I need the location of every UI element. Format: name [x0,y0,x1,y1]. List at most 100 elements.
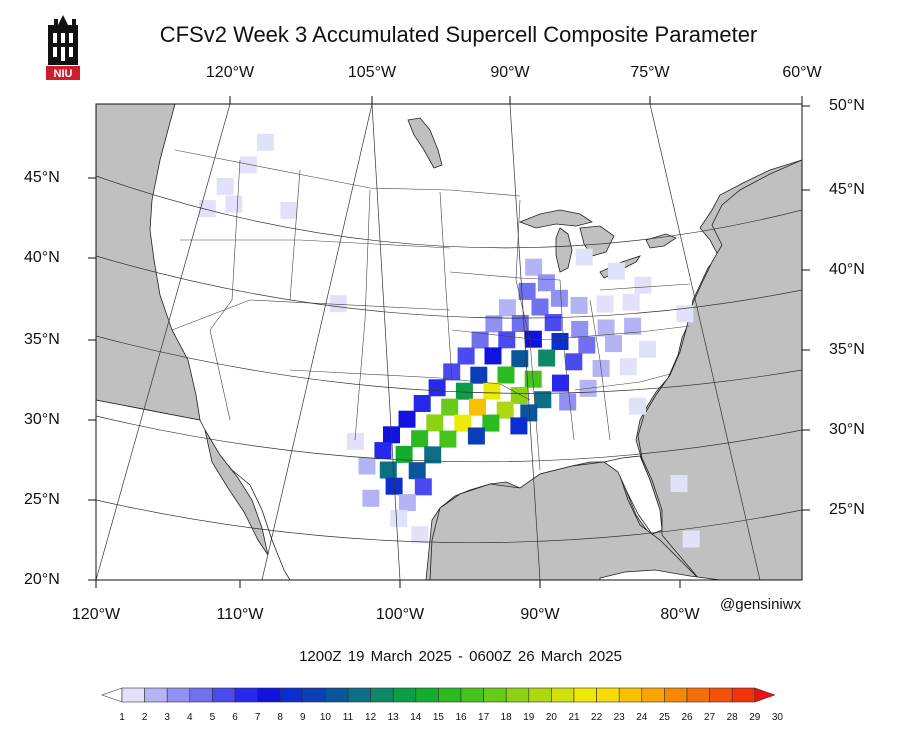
scp-cell [456,383,473,400]
left-lat-label: 30°N [24,411,60,429]
colorbar-tick-label: 28 [727,712,738,723]
scp-cell [468,428,485,445]
scp-cell [411,430,428,447]
colorbar-tick-label: 7 [255,712,261,723]
scp-cell [608,263,625,280]
colorbar-tick-label: 21 [568,712,579,723]
scp-cell [620,358,637,375]
colorbar-swatch [506,688,529,702]
colorbar-tick-label: 11 [343,712,353,723]
colorbar-tick-label: 17 [478,712,489,723]
scp-cell [380,462,397,479]
colorbar-swatch [303,688,326,702]
bottom-lon-label: 80°W [660,606,699,624]
colorbar-tick-label: 8 [277,712,283,723]
scp-cell [605,335,622,352]
colorbar-swatch [529,688,552,702]
left-lat-label: 25°N [24,491,60,509]
colorbar-swatch [619,688,642,702]
top-lon-label: 120°W [206,64,254,82]
right-lat-label: 35°N [829,341,865,359]
scp-cell [240,156,257,173]
scp-cell [483,383,500,400]
left-lat-label: 35°N [24,331,60,349]
colorbar-swatch [484,688,507,702]
colorbar-tick-label: 25 [659,712,670,723]
scp-cell [498,331,515,348]
scp-cell [498,367,515,384]
colorbar-tick-label: 12 [365,712,376,723]
colorbar-swatch [710,688,733,702]
scp-cell [458,348,475,365]
colorbar-swatch [212,688,235,702]
scp-cell [469,399,486,416]
scp-cell [359,458,376,475]
bottom-lon-label: 110°W [216,606,263,624]
top-lon-label: 60°W [782,64,821,82]
author-credit: @gensiniwx [720,596,801,613]
right-lat-label: 45°N [829,181,865,199]
scp-cell [257,134,274,151]
scp-cell [559,394,576,411]
scp-cell [565,353,582,370]
scp-cell [390,510,407,527]
bottom-lon-label: 120°W [72,606,120,624]
colorbar-tick-label: 14 [410,712,421,723]
scp-cell [578,337,595,354]
scp-cell [374,442,391,459]
scp-cell [485,347,502,364]
top-lon-label: 75°W [630,64,669,82]
colorbar-tick-label: 23 [614,712,625,723]
colorbar-tick-label: 3 [164,712,170,723]
colorbar-swatch [687,688,710,702]
scp-cell [414,395,431,412]
colorbar-tick-label: 10 [320,712,331,723]
colorbar-swatch [461,688,484,702]
scp-cell [629,398,646,415]
scp-cell [499,299,516,316]
scp-cell [671,475,688,492]
colorbar-tick-label: 19 [523,712,534,723]
colorbar-tick-label: 30 [772,712,783,723]
colorbar-max-arrow [755,688,775,702]
scp-cell [199,200,216,217]
scp-cell [439,431,456,448]
scp-cell [576,249,593,266]
colorbar-tick-label: 24 [636,712,647,723]
colorbar-tick-label: 9 [300,712,306,723]
colorbar-swatch [258,688,281,702]
scp-cell [532,299,549,316]
colorbar [0,680,897,710]
scp-cell [683,531,700,548]
colorbar-tick-label: 20 [546,712,557,723]
colorbar-swatch [551,688,574,702]
colorbar-tick-label: 5 [210,712,216,723]
colorbar-swatch [732,688,755,702]
colorbar-swatch [393,688,416,702]
colorbar-tick-label: 15 [433,712,444,723]
scp-cell [525,259,542,276]
bottom-lon-label: 90°W [520,606,559,624]
right-lat-label: 50°N [829,97,865,115]
scp-cell [552,333,569,350]
scp-cell [538,350,555,367]
colorbar-swatch [597,688,620,702]
colorbar-swatch [145,688,168,702]
right-lat-label: 40°N [829,261,865,279]
scp-cell [225,196,242,213]
scp-cell [415,478,432,495]
colorbar-tick-label: 16 [455,712,466,723]
colorbar-swatch [371,688,394,702]
colorbar-tick-label: 29 [749,712,760,723]
colorbar-tick-label: 4 [187,712,193,723]
scp-cell [571,321,588,338]
colorbar-swatch [438,688,461,702]
scp-cell [635,277,652,294]
colorbar-swatch [642,688,665,702]
scp-cell [429,379,446,396]
scp-cell [280,202,297,219]
right-lat-label: 30°N [829,421,865,439]
scp-cell [330,295,347,312]
colorbar-tick-label: 22 [591,712,602,723]
colorbar-swatch [664,688,687,702]
